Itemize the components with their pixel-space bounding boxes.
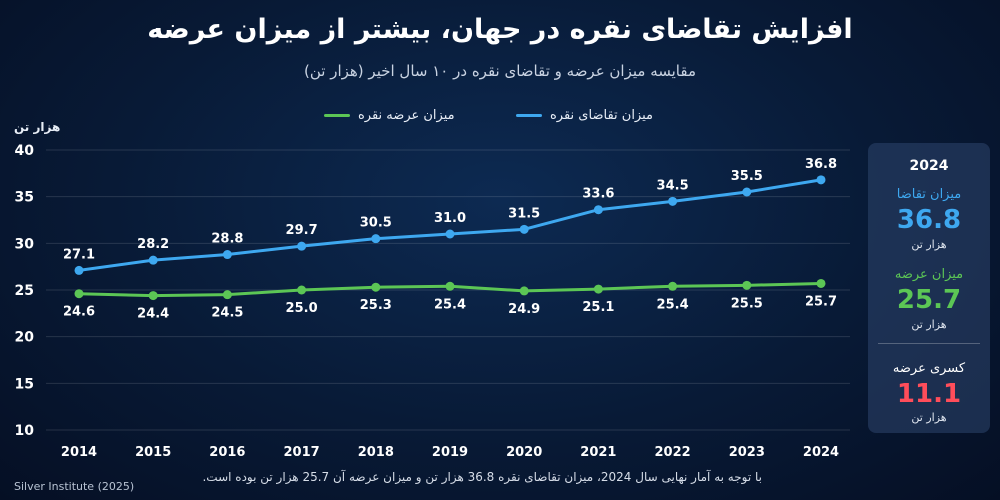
- x-tick-label: 2022: [655, 445, 691, 460]
- footnote: با توجه به آمار نهایی سال 2024، میزان تق…: [202, 470, 762, 484]
- legend-supply: میزان عرضه نقره: [324, 108, 455, 123]
- chart-title: افزایش تقاضای نقره در جهان، بیشتر از میز…: [147, 14, 853, 45]
- summary-demand-unit: هزار تن: [911, 238, 947, 251]
- x-tick-label: 2015: [135, 445, 171, 460]
- y-tick-label: 30: [15, 236, 35, 252]
- supply-point: [668, 281, 678, 291]
- demand-data-label: 28.2: [137, 237, 169, 252]
- demand-point: [297, 241, 307, 251]
- demand-point: [742, 187, 752, 197]
- supply-data-label: 25.7: [805, 294, 837, 309]
- demand-point: [371, 234, 381, 244]
- supply-point: [519, 286, 529, 296]
- source-credit: Silver Institute (2025): [14, 480, 135, 493]
- summary-card: 2024 میزان تقاضا 36.8 هزار تن میزان عرضه…: [868, 143, 990, 433]
- demand-data-label: 28.8: [211, 232, 243, 247]
- summary-deficit-label: کسری عرضه: [892, 361, 966, 376]
- supply-point: [297, 285, 307, 295]
- supply-point: [816, 278, 826, 288]
- summary-demand-label: میزان تقاضا: [896, 187, 962, 202]
- supply-data-label: 24.6: [63, 305, 95, 320]
- summary-supply-label: میزان عرضه: [894, 267, 964, 282]
- supply-point: [148, 291, 158, 301]
- x-tick-label: 2016: [209, 445, 245, 460]
- x-tick-label: 2014: [61, 445, 97, 460]
- supply-data-label: 24.9: [508, 302, 540, 317]
- y-tick-label: 40: [15, 143, 35, 159]
- demand-point: [519, 224, 529, 234]
- demand-data-label: 31.0: [434, 211, 466, 226]
- supply-point: [74, 289, 84, 299]
- demand-data-label: 31.5: [508, 206, 540, 221]
- summary-supply-unit: هزار تن: [911, 318, 947, 331]
- supply-point: [742, 280, 752, 290]
- supply-point: [222, 290, 232, 300]
- y-tick-label: 20: [15, 330, 35, 346]
- legend-supply-label: میزان عرضه نقره: [358, 108, 455, 123]
- y-tick-label: 25: [15, 283, 34, 299]
- demand-point: [445, 229, 455, 239]
- summary-supply-value: 25.7: [896, 285, 962, 315]
- summary-divider: [878, 343, 980, 344]
- supply-point: [593, 284, 603, 294]
- y-tick-label: 15: [15, 376, 34, 392]
- demand-data-label: 36.8: [805, 157, 837, 172]
- demand-point: [148, 255, 158, 265]
- supply-data-label: 24.4: [137, 307, 169, 322]
- supply-data-label: 25.0: [286, 301, 318, 316]
- supply-point: [445, 281, 455, 291]
- x-tick-label: 2019: [432, 445, 468, 460]
- summary-deficit-value: 11.1: [896, 379, 962, 409]
- demand-data-label: 34.5: [657, 178, 689, 193]
- supply-data-label: 24.5: [211, 306, 243, 321]
- y-tick-label: 10: [15, 423, 35, 439]
- x-tick-label: 2023: [729, 445, 765, 460]
- x-tick-label: 2021: [580, 445, 616, 460]
- demand-point: [222, 250, 232, 260]
- legend-supply-swatch: [324, 114, 350, 117]
- demand-data-label: 30.5: [360, 216, 392, 231]
- x-tick-label: 2024: [803, 445, 839, 460]
- demand-point: [74, 265, 84, 275]
- supply-data-label: 25.4: [657, 297, 689, 312]
- demand-point: [668, 196, 678, 206]
- y-axis-unit: هزار تن: [14, 120, 61, 134]
- legend-demand-label: میزان تقاضای نقره: [550, 108, 653, 123]
- y-tick-label: 35: [15, 190, 34, 206]
- supply-data-label: 25.5: [731, 296, 763, 311]
- demand-data-label: 33.6: [582, 187, 614, 202]
- supply-data-label: 25.1: [582, 300, 614, 315]
- summary-demand-value: 36.8: [896, 205, 962, 235]
- demand-data-label: 35.5: [731, 169, 763, 184]
- demand-data-label: 29.7: [286, 223, 318, 238]
- x-tick-label: 2017: [284, 445, 320, 460]
- summary-year: 2024: [909, 158, 949, 174]
- x-tick-label: 2020: [506, 445, 542, 460]
- summary-deficit-unit: هزار تن: [911, 411, 947, 424]
- supply-data-label: 25.4: [434, 297, 466, 312]
- demand-data-label: 27.1: [63, 247, 95, 262]
- demand-point: [593, 205, 603, 215]
- supply-data-label: 25.3: [360, 298, 392, 313]
- x-tick-label: 2018: [358, 445, 394, 460]
- chart-subtitle: مقایسه میزان عرضه و تقاضای نقره در ۱۰ سا…: [303, 62, 696, 80]
- demand-point: [816, 175, 826, 185]
- legend-demand: میزان تقاضای نقره: [516, 108, 653, 123]
- legend-demand-swatch: [516, 114, 542, 117]
- supply-point: [371, 282, 381, 292]
